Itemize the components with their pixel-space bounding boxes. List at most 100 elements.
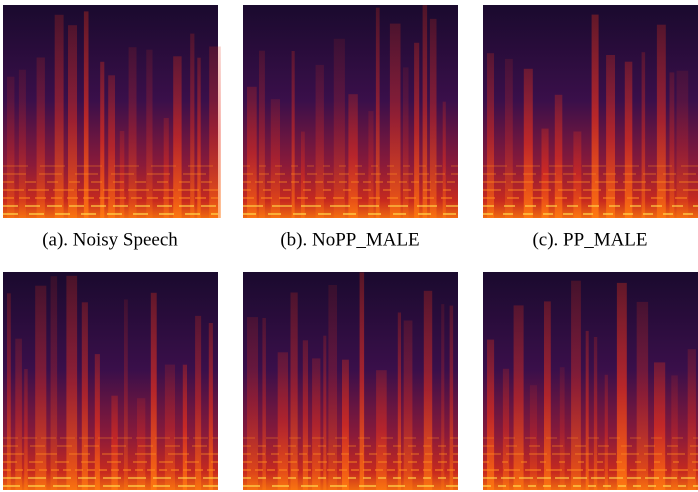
spectrogram: [483, 5, 698, 219]
spectrogram-streak: [270, 99, 280, 218]
spectrogram-streak: [403, 67, 409, 219]
spectrogram-streak: [81, 302, 88, 490]
spectrogram: [3, 272, 218, 490]
spectrogram-streak: [50, 276, 58, 490]
spectrogram-streak: [108, 75, 115, 218]
spectrogram-streak: [449, 305, 454, 490]
spectrogram: [243, 5, 458, 219]
spectrogram-streak: [94, 354, 100, 490]
spectrogram-streak: [197, 57, 201, 219]
spectrogram-streak: [368, 111, 374, 218]
spectrogram-streak: [513, 305, 524, 490]
spectrogram-streak: [15, 338, 22, 490]
spectrogram-streak: [487, 339, 495, 490]
spectrogram-streak: [687, 349, 696, 490]
spectrogram: [243, 272, 458, 490]
spectrogram-streak: [7, 293, 11, 490]
spectrogram-streak: [315, 64, 324, 219]
spectrogram-streak: [541, 128, 549, 218]
spectrogram-streak: [487, 53, 494, 219]
spectrogram-streak: [523, 68, 533, 218]
spectrogram-streak: [247, 86, 257, 218]
spectrogram-streak: [209, 46, 221, 218]
spectrogram-streak: [164, 364, 175, 490]
spectrogram-streak: [7, 76, 15, 218]
spectrogram-streak: [403, 320, 413, 490]
spectrogram-streak: [442, 101, 446, 218]
spectrogram-streak: [422, 5, 428, 218]
spectrogram-streak: [573, 131, 582, 218]
spectrogram-streak: [585, 330, 589, 490]
spectrogram-streak: [544, 301, 551, 490]
spectrogram-streak: [624, 61, 633, 219]
spectrogram-streak: [124, 299, 128, 490]
spectrogram-streak: [36, 57, 45, 218]
spectrogram-streak: [208, 323, 213, 490]
spectrogram-streak: [259, 50, 265, 219]
spectrogram-streak: [18, 69, 26, 218]
spectrogram-streak: [137, 398, 146, 490]
caption: (b). NoPP_MALE: [280, 229, 419, 250]
spectrogram-streak: [190, 33, 195, 218]
spectrogram-streak: [328, 285, 337, 490]
spectrogram-streak: [389, 23, 401, 218]
spectrogram-streak: [656, 24, 666, 219]
spectrogram-streak: [348, 94, 358, 218]
spectrogram-streak: [247, 317, 258, 490]
caption: (c). PP_MALE: [532, 229, 647, 250]
spectrogram-streak: [636, 301, 649, 490]
spectrogram-streak: [654, 362, 666, 490]
spectrogram-streak: [163, 118, 169, 218]
spectrogram: [3, 5, 221, 219]
spectrogram-streak: [301, 131, 305, 218]
spectrogram-streak: [312, 358, 321, 490]
spectrogram-streak: [571, 280, 581, 490]
spectrogram-streak: [593, 337, 598, 490]
spectrogram-streak: [302, 340, 308, 490]
spectrogram-streak: [441, 304, 445, 490]
spectrogram-streak: [119, 131, 125, 218]
spectrogram-streak: [604, 374, 608, 490]
spectrogram-streak: [146, 49, 153, 219]
spectrogram-streak: [68, 25, 77, 219]
spectrogram-streak: [66, 275, 78, 490]
spectrogram-streak: [342, 359, 349, 490]
caption: (a). Noisy Speech: [42, 229, 178, 250]
spectrogram-streak: [323, 335, 327, 490]
spectrogram-streak: [616, 282, 627, 490]
spectrogram-streak: [505, 58, 513, 219]
spectrogram-streak: [359, 272, 365, 490]
spectrogram-streak: [676, 70, 689, 218]
spectrogram-streak: [83, 11, 89, 219]
spectrogram-streak: [376, 370, 387, 490]
spectrogram-streak: [559, 367, 565, 490]
spectrogram-streak: [100, 61, 105, 218]
spectrogram-streak: [173, 56, 182, 218]
spectrogram-streak: [671, 375, 678, 490]
spectrogram-streak: [54, 14, 64, 218]
spectrogram-streak: [554, 94, 563, 218]
spectrogram-streak: [414, 42, 420, 218]
spectrogram-streak: [277, 352, 288, 490]
spectrogram-streak: [195, 315, 202, 490]
spectrogram-streak: [333, 38, 345, 218]
spectrogram-streak: [128, 47, 137, 219]
spectrogram-streak: [24, 369, 28, 490]
spectrogram-streak: [291, 51, 295, 218]
spectrogram-streak: [429, 18, 437, 219]
spectrogram-streak: [262, 318, 266, 490]
spectrogram-streak: [606, 55, 615, 218]
spectrogram-streak: [111, 395, 118, 490]
spectrogram-streak: [35, 285, 47, 490]
spectrogram-streak: [529, 385, 537, 490]
spectrogram: [483, 272, 698, 490]
spectrogram-streak: [502, 368, 510, 490]
spectrogram-streak: [591, 14, 599, 218]
spectrogram-streak: [641, 52, 646, 219]
spectrogram-streak: [375, 7, 380, 219]
spectrogram-streak: [669, 72, 675, 219]
spectrogram-streak: [423, 290, 433, 490]
spectrogram-streak: [182, 364, 187, 490]
spectrogram-streak: [290, 292, 298, 490]
